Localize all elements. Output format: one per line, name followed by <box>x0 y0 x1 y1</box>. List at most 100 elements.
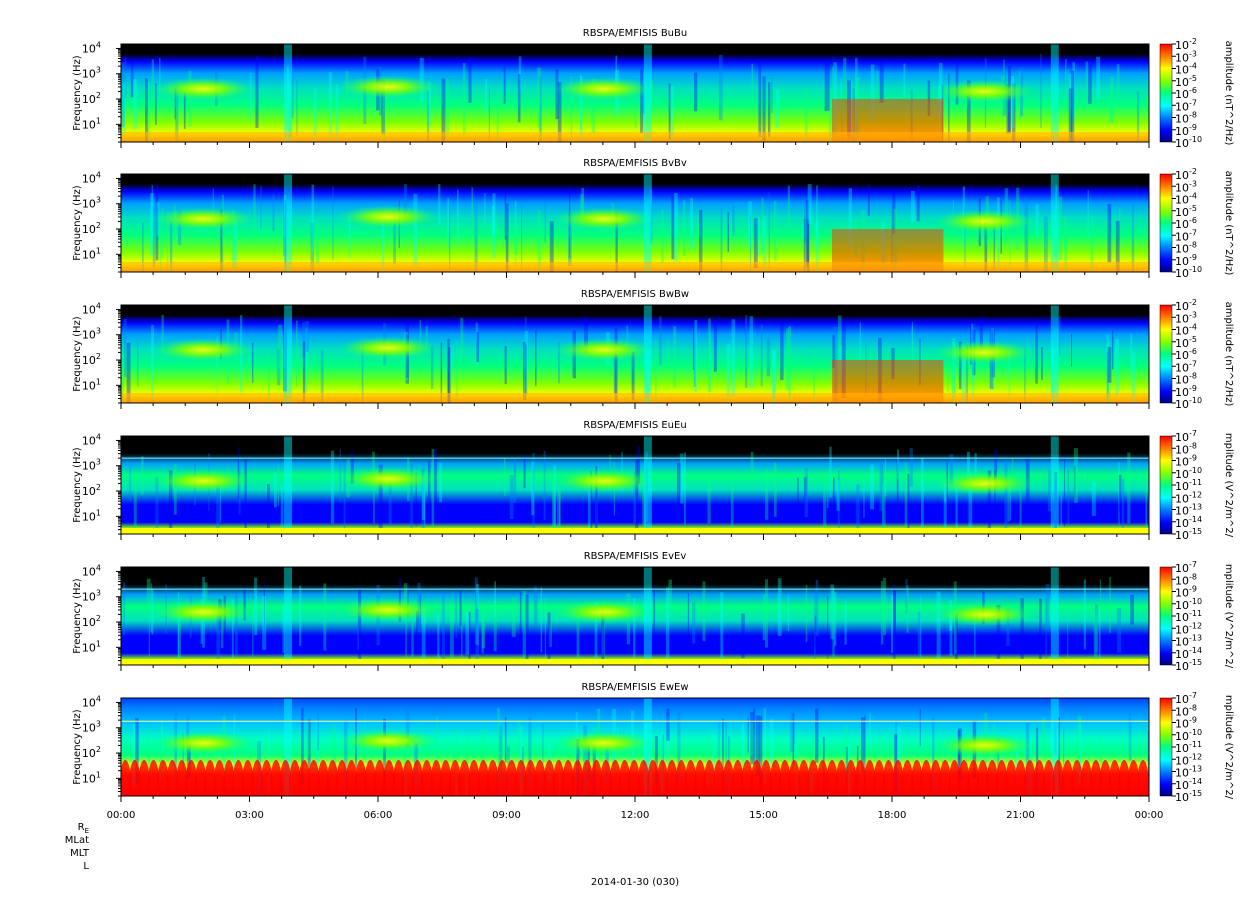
x-tick-label: 00:00 <box>1135 810 1164 821</box>
colorbar-tick-label: 10-14 <box>1175 646 1202 661</box>
y-tick-label: 103 <box>82 720 101 735</box>
colorbar-tick-label: 10-10 <box>1175 728 1202 743</box>
y-tick-label: 103 <box>82 66 101 81</box>
colorbar-tick-label: 10-9 <box>1175 123 1197 138</box>
x-tick-label: 21:00 <box>1006 810 1035 821</box>
ephemeris-label-mlat: MLat <box>65 835 89 846</box>
colorbar <box>1159 566 1173 666</box>
colorbar-tick-label: 10-10 <box>1175 396 1202 411</box>
colorbar-tick-label: 10-9 <box>1175 384 1197 399</box>
y-tick-label: 101 <box>82 246 101 261</box>
y-tick-label: 102 <box>82 352 101 367</box>
colorbar-label: amplitude (nT^2/Hz) <box>1223 302 1234 407</box>
colorbar-tick-label: 10-4 <box>1175 62 1197 77</box>
x-axis-date-label: 2014-01-30 (030) <box>591 877 679 888</box>
y-tick-label: 101 <box>82 116 101 131</box>
colorbar <box>1159 304 1173 404</box>
spectrogram-panel: RBSPA/EMFISIS EvEv 104 103 102 101Frequency … <box>72 551 1234 673</box>
y-axis-label: Frequency (Hz) <box>72 447 83 523</box>
y-tick-label: 103 <box>82 327 101 342</box>
y-axis-label: Frequency (Hz) <box>72 55 83 131</box>
colorbar-tick-label: 10-2 <box>1175 298 1197 313</box>
colorbar <box>1159 43 1173 143</box>
spectrogram-panel: RBSPA/EMFISIS BvBv 104 103 102 101Frequency … <box>72 158 1234 280</box>
y-axis-label: Frequency (Hz) <box>72 578 83 654</box>
colorbar-tick-label: 10-12 <box>1175 621 1202 636</box>
colorbar <box>1159 697 1173 797</box>
x-tick-label: 09:00 <box>492 810 521 821</box>
colorbar-tick-label: 10-6 <box>1175 347 1197 362</box>
colorbar-tick-label: 10-15 <box>1175 658 1202 673</box>
colorbar-tick-label: 10-8 <box>1175 703 1197 718</box>
colorbar-tick-label: 10-4 <box>1175 192 1197 207</box>
colorbar-tick-label: 10-4 <box>1175 323 1197 338</box>
y-tick-label: 102 <box>82 221 101 236</box>
colorbar-tick-label: 10-7 <box>1175 359 1197 374</box>
colorbar <box>1159 435 1173 535</box>
y-tick-label: 101 <box>82 770 101 785</box>
ephemeris-label-re: RE <box>78 822 89 835</box>
y-axis-label: Frequency (Hz) <box>72 185 83 261</box>
y-tick-label: 101 <box>82 377 101 392</box>
colorbar-tick-label: 10-7 <box>1175 429 1197 444</box>
spectrogram-panel: RBSPA/EMFISIS BwBw 104 103 102 101Frequency … <box>72 289 1234 411</box>
y-tick-label: 101 <box>82 508 101 523</box>
colorbar-tick-label: 10-13 <box>1175 634 1202 649</box>
colorbar-tick-label: 10-5 <box>1175 74 1197 89</box>
colorbar-tick-label: 10-11 <box>1175 740 1202 755</box>
colorbar-tick-label: 10-5 <box>1175 335 1197 350</box>
y-tick-label: 103 <box>82 196 101 211</box>
panel-title: RBSPA/EMFISIS BuBu <box>583 28 687 39</box>
colorbar-tick-label: 10-6 <box>1175 216 1197 231</box>
y-tick-label: 103 <box>82 458 101 473</box>
colorbar-tick-label: 10-14 <box>1175 515 1202 530</box>
ephemeris-label-l: L <box>83 861 89 872</box>
colorbar-label: mplitude (V^2/m^2/ <box>1223 433 1234 538</box>
colorbar-tick-label: 10-10 <box>1175 265 1202 280</box>
y-axis-label: Frequency (Hz) <box>72 709 83 785</box>
y-tick-label: 104 <box>82 432 101 447</box>
colorbar-tick-label: 10-3 <box>1175 49 1197 64</box>
colorbar-tick-label: 10-3 <box>1175 179 1197 194</box>
x-tick-label: 15:00 <box>749 810 778 821</box>
y-tick-label: 104 <box>82 40 101 55</box>
panel-title: RBSPA/EMFISIS EwEw <box>581 682 688 693</box>
colorbar-tick-label: 10-11 <box>1175 609 1202 624</box>
colorbar-label: mplitude (V^2/m^2/ <box>1223 564 1234 669</box>
colorbar <box>1159 173 1173 273</box>
colorbar-tick-label: 10-15 <box>1175 527 1202 542</box>
colorbar-label: amplitude (nT^2/Hz) <box>1223 41 1234 146</box>
x-tick-label: 00:00 <box>107 810 136 821</box>
colorbar-tick-label: 10-9 <box>1175 585 1197 600</box>
y-tick-label: 104 <box>82 170 101 185</box>
spectrogram-panel: RBSPA/EMFISIS BuBu 104 103 102 101Frequency … <box>72 28 1234 150</box>
y-axis-label: Frequency (Hz) <box>72 316 83 392</box>
x-tick-label: 06:00 <box>364 810 393 821</box>
colorbar-tick-label: 10-2 <box>1175 167 1197 182</box>
colorbar-tick-label: 10-10 <box>1175 597 1202 612</box>
time-axis: 00:00 03:00 06:00 09:00 12:00 15:00 18:00 21:00… <box>65 810 1164 888</box>
colorbar-tick-label: 10-13 <box>1175 765 1202 780</box>
colorbar-tick-label: 10-9 <box>1175 454 1197 469</box>
y-tick-label: 103 <box>82 589 101 604</box>
colorbar-tick-label: 10-15 <box>1175 789 1202 804</box>
y-tick-label: 102 <box>82 745 101 760</box>
colorbar-tick-label: 10-10 <box>1175 466 1202 481</box>
panel-title: RBSPA/EMFISIS BwBw <box>581 289 689 300</box>
y-tick-label: 102 <box>82 614 101 629</box>
spectrogram-panel: RBSPA/EMFISIS EwEw 104 103 102 101Frequency … <box>72 682 1234 804</box>
spectrogram-panel: RBSPA/EMFISIS EuEu 104 103 102 101Frequency … <box>72 420 1234 542</box>
y-tick-label: 101 <box>82 639 101 654</box>
y-tick-label: 104 <box>82 563 101 578</box>
colorbar-tick-label: 10-7 <box>1175 691 1197 706</box>
colorbar-tick-label: 10-7 <box>1175 560 1197 575</box>
y-tick-label: 102 <box>82 91 101 106</box>
colorbar-tick-label: 10-5 <box>1175 204 1197 219</box>
colorbar-tick-label: 10-6 <box>1175 86 1197 101</box>
colorbar-tick-label: 10-8 <box>1175 241 1197 256</box>
y-tick-label: 104 <box>82 694 101 709</box>
colorbar-tick-label: 10-10 <box>1175 135 1202 150</box>
panel-title: RBSPA/EMFISIS EuEu <box>583 420 686 431</box>
colorbar-tick-label: 10-14 <box>1175 777 1202 792</box>
